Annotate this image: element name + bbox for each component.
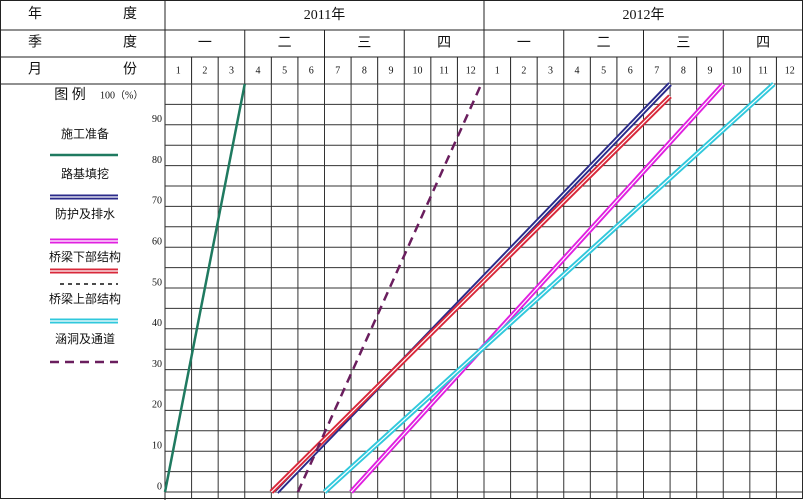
y-tick-label: 40 (152, 318, 162, 329)
y-tick-label: 100（%） (100, 89, 143, 101)
y-tick-label: 20 (152, 400, 162, 411)
y-tick-label: 50 (152, 277, 162, 288)
month-label: 3 (548, 65, 553, 76)
quarter-label: 四 (437, 36, 451, 51)
y-tick-label: 10 (152, 440, 162, 451)
series-line-inner (350, 83, 724, 493)
month-label: 4 (256, 65, 261, 76)
legend-label: 路基填挖 (61, 166, 109, 181)
month-label: 3 (229, 65, 234, 76)
month-label: 9 (388, 65, 393, 76)
series-line-inner (270, 95, 671, 493)
month-label: 9 (707, 65, 712, 76)
row-label: 年 (28, 6, 42, 22)
year-label: 2012年 (623, 7, 665, 23)
y-tick-label: 0 (157, 481, 162, 492)
row-label: 份 (123, 62, 137, 78)
month-label: 11 (758, 65, 768, 76)
y-tick-label: 60 (152, 236, 162, 247)
legend-label: 桥梁下部结构 (49, 249, 121, 264)
month-label: 7 (335, 65, 340, 76)
month-label: 6 (309, 65, 314, 76)
legend-label: 桥梁上部结构 (49, 291, 121, 306)
month-label: 12 (785, 65, 795, 76)
y-tick-label: 70 (152, 196, 162, 207)
month-label: 2 (202, 65, 207, 76)
legend-label: 涵洞及通道 (55, 332, 115, 346)
row-label: 度 (123, 35, 137, 51)
row-label: 季 (28, 35, 42, 51)
month-label: 11 (439, 65, 449, 76)
series-line-inner (324, 83, 775, 493)
legend-title: 图 例 (54, 87, 86, 103)
month-label: 5 (601, 65, 606, 76)
quarter-label: 三 (357, 36, 371, 51)
month-label: 2 (521, 65, 526, 76)
quarter-label: 一 (517, 36, 531, 51)
y-tick-label: 90 (152, 114, 162, 125)
month-label: 12 (466, 65, 476, 76)
quarter-label: 二 (278, 36, 292, 51)
y-tick-label: 80 (152, 155, 162, 166)
month-label: 10 (413, 65, 423, 76)
month-label: 7 (654, 65, 659, 76)
row-label: 月 (28, 62, 42, 78)
month-label: 1 (495, 65, 500, 76)
quarter-label: 一 (198, 36, 212, 51)
legend-label: 防护及排水 (55, 206, 115, 221)
legend-label: 施工准备 (61, 127, 109, 141)
quarter-label: 四 (756, 36, 770, 51)
y-tick-label: 30 (152, 359, 162, 370)
month-label: 1 (176, 65, 181, 76)
month-label: 5 (282, 65, 287, 76)
row-label: 度 (123, 6, 137, 22)
year-label: 2011年 (304, 7, 345, 23)
month-label: 8 (362, 65, 367, 76)
quarter-label: 二 (597, 36, 611, 51)
quarter-label: 三 (676, 36, 690, 51)
month-label: 8 (681, 65, 686, 76)
month-label: 6 (628, 65, 633, 76)
month-label: 4 (575, 65, 580, 76)
month-label: 10 (732, 65, 742, 76)
series-line (163, 83, 246, 493)
